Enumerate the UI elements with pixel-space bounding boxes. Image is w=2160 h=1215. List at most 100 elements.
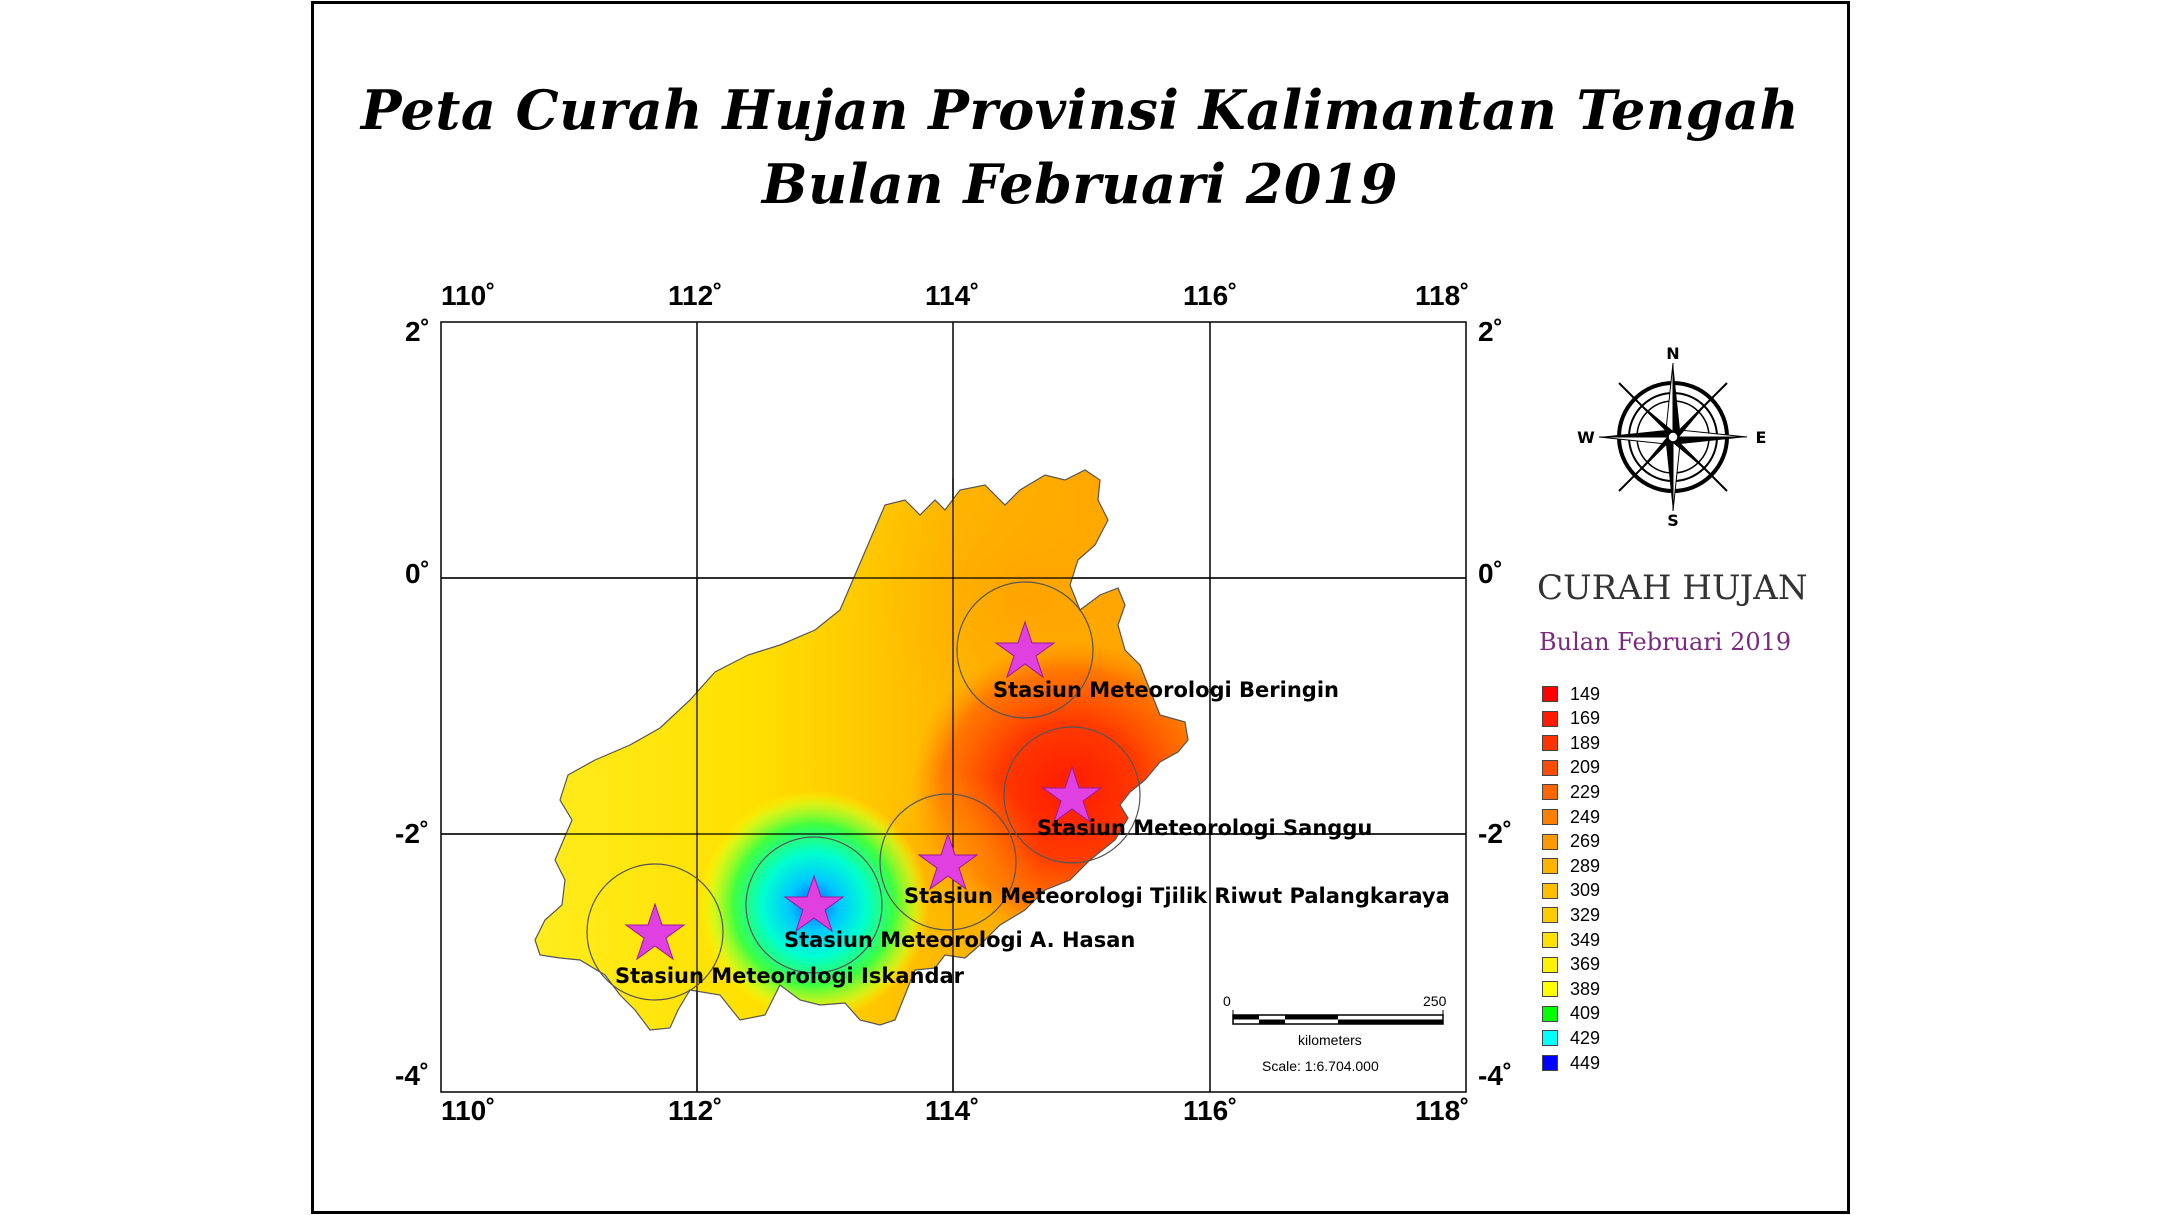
buffer-beringin bbox=[956, 581, 1094, 719]
legend-label: 369 bbox=[1570, 954, 1601, 975]
legend-swatch bbox=[1542, 784, 1558, 801]
legend-swatch bbox=[1542, 759, 1558, 776]
legend-label: 429 bbox=[1570, 1027, 1601, 1048]
legend-swatch bbox=[1542, 858, 1558, 875]
legend-label: 309 bbox=[1570, 880, 1601, 901]
legend-swatch bbox=[1542, 833, 1558, 850]
station-buffers bbox=[586, 581, 1141, 1001]
legend-subtitle: Bulan Februari 2019 bbox=[1539, 628, 1792, 656]
legend-label: 289 bbox=[1570, 855, 1601, 876]
legend-item: 449 bbox=[1542, 1053, 1600, 1073]
graticule-overlay bbox=[441, 478, 1466, 1092]
right-tick-minus4: -4˚ bbox=[1478, 1060, 1513, 1091]
star-iskandar bbox=[624, 902, 686, 961]
legend-item: 189 bbox=[1542, 733, 1600, 753]
top-tick-114: 114˚ bbox=[925, 280, 980, 311]
left-tick-minus4: -4˚ bbox=[395, 1060, 430, 1091]
legend-swatch bbox=[1542, 1005, 1558, 1022]
compass-rose-icon bbox=[1598, 362, 1748, 512]
station-label-a-hasan: Stasiun Meteorologi A. Hasan bbox=[784, 928, 1136, 952]
station-label-beringin: Stasiun Meteorologi Beringin bbox=[993, 678, 1339, 702]
star-beringin bbox=[994, 620, 1056, 679]
legend-item: 269 bbox=[1542, 831, 1601, 852]
legend-swatch bbox=[1542, 809, 1558, 825]
legend-swatch bbox=[1542, 981, 1558, 998]
scale-end: 250 bbox=[1423, 993, 1447, 1009]
scale-bar bbox=[1232, 1010, 1444, 1025]
buffer-iskandar bbox=[586, 863, 724, 1001]
bottom-tick-110: 110˚ bbox=[441, 1095, 496, 1126]
bottom-tick-114: 114˚ bbox=[925, 1095, 980, 1126]
legend-item: 329 bbox=[1542, 905, 1600, 925]
legend-label: 349 bbox=[1570, 929, 1601, 950]
bottom-tick-116: 116˚ bbox=[1183, 1095, 1238, 1126]
station-label-iskandar: Stasiun Meteorologi Iskandar bbox=[615, 964, 965, 988]
bottom-tick-118: 118˚ bbox=[1415, 1095, 1470, 1126]
legend-item: 429 bbox=[1542, 1028, 1600, 1048]
legend-label: 409 bbox=[1570, 1003, 1601, 1024]
legend-label: 269 bbox=[1570, 831, 1601, 852]
legend-item: 289 bbox=[1542, 856, 1600, 876]
top-tick-112: 112˚ bbox=[668, 280, 723, 311]
legend-swatch bbox=[1542, 882, 1558, 899]
legend-item: 309 bbox=[1542, 880, 1601, 901]
legend-swatch bbox=[1542, 735, 1558, 752]
station-markers bbox=[624, 620, 1103, 961]
left-tick-2: 2˚ bbox=[405, 316, 430, 347]
legend-swatch bbox=[1542, 710, 1558, 727]
star-tjilik-riwut bbox=[917, 832, 979, 891]
star-sanggu bbox=[1041, 765, 1103, 824]
legend-label: 209 bbox=[1570, 757, 1601, 778]
map-subtitle: Bulan Februari 2019 bbox=[761, 152, 1399, 216]
legend-item: 369 bbox=[1542, 954, 1601, 975]
legend-swatch bbox=[1542, 1030, 1558, 1047]
legend-label: 389 bbox=[1570, 978, 1601, 999]
station-label-tjilik-riwut: Stasiun Meteorologi Tjilik Riwut Palangk… bbox=[904, 884, 1450, 908]
legend-item: 389 bbox=[1542, 979, 1600, 999]
legend-label: 449 bbox=[1570, 1052, 1601, 1073]
legend-label: 249 bbox=[1570, 806, 1601, 827]
right-tick-0: 0˚ bbox=[1478, 558, 1503, 589]
legend-swatch bbox=[1542, 686, 1558, 702]
legend-swatch bbox=[1542, 932, 1558, 948]
legend-label: 149 bbox=[1570, 683, 1601, 704]
map-frame bbox=[311, 1, 1850, 1214]
legend-item: 249 bbox=[1542, 807, 1600, 827]
buffer-sanggu bbox=[1003, 726, 1141, 864]
legend-item: 229 bbox=[1542, 782, 1600, 802]
scale-ratio: Scale: 1:6.704.000 bbox=[1262, 1058, 1379, 1074]
legend-label: 169 bbox=[1570, 708, 1601, 729]
legend-label: 329 bbox=[1570, 904, 1601, 925]
compass-w-label: W bbox=[1577, 428, 1595, 447]
legend-item: 409 bbox=[1542, 1003, 1601, 1024]
map-title: Peta Curah Hujan Provinsi Kalimantan Ten… bbox=[360, 78, 1800, 142]
legend-swatch bbox=[1542, 907, 1558, 924]
top-tick-118: 118˚ bbox=[1415, 280, 1470, 311]
left-tick-minus2: -2˚ bbox=[395, 818, 430, 849]
compass-e-label: E bbox=[1756, 428, 1767, 447]
legend-swatch bbox=[1542, 1055, 1558, 1071]
legend-item: 149 bbox=[1542, 684, 1600, 704]
buffer-a-hasan bbox=[745, 836, 883, 974]
compass-n-label: N bbox=[1666, 344, 1679, 363]
legend-item: 349 bbox=[1542, 930, 1600, 950]
scale-start: 0 bbox=[1223, 993, 1231, 1009]
top-tick-110: 110˚ bbox=[441, 280, 496, 311]
star-a-hasan bbox=[783, 874, 845, 933]
top-tick-116: 116˚ bbox=[1183, 280, 1238, 311]
bottom-tick-112: 112˚ bbox=[668, 1095, 723, 1126]
province-outline bbox=[534, 469, 1189, 1031]
scale-unit: kilometers bbox=[1298, 1032, 1362, 1048]
station-label-sanggu: Stasiun Meteorologi Sanggu bbox=[1037, 816, 1373, 840]
legend-label: 229 bbox=[1570, 781, 1601, 802]
buffer-tjilik-riwut bbox=[879, 793, 1017, 931]
compass-s-label: S bbox=[1667, 511, 1679, 530]
right-tick-2: 2˚ bbox=[1478, 316, 1503, 347]
right-tick-minus2: -2˚ bbox=[1478, 818, 1513, 849]
legend-label: 189 bbox=[1570, 732, 1601, 753]
legend-title: CURAH HUJAN bbox=[1537, 568, 1808, 608]
legend-item: 209 bbox=[1542, 757, 1601, 778]
left-tick-0: 0˚ bbox=[405, 558, 430, 589]
legend-item: 169 bbox=[1542, 708, 1601, 729]
